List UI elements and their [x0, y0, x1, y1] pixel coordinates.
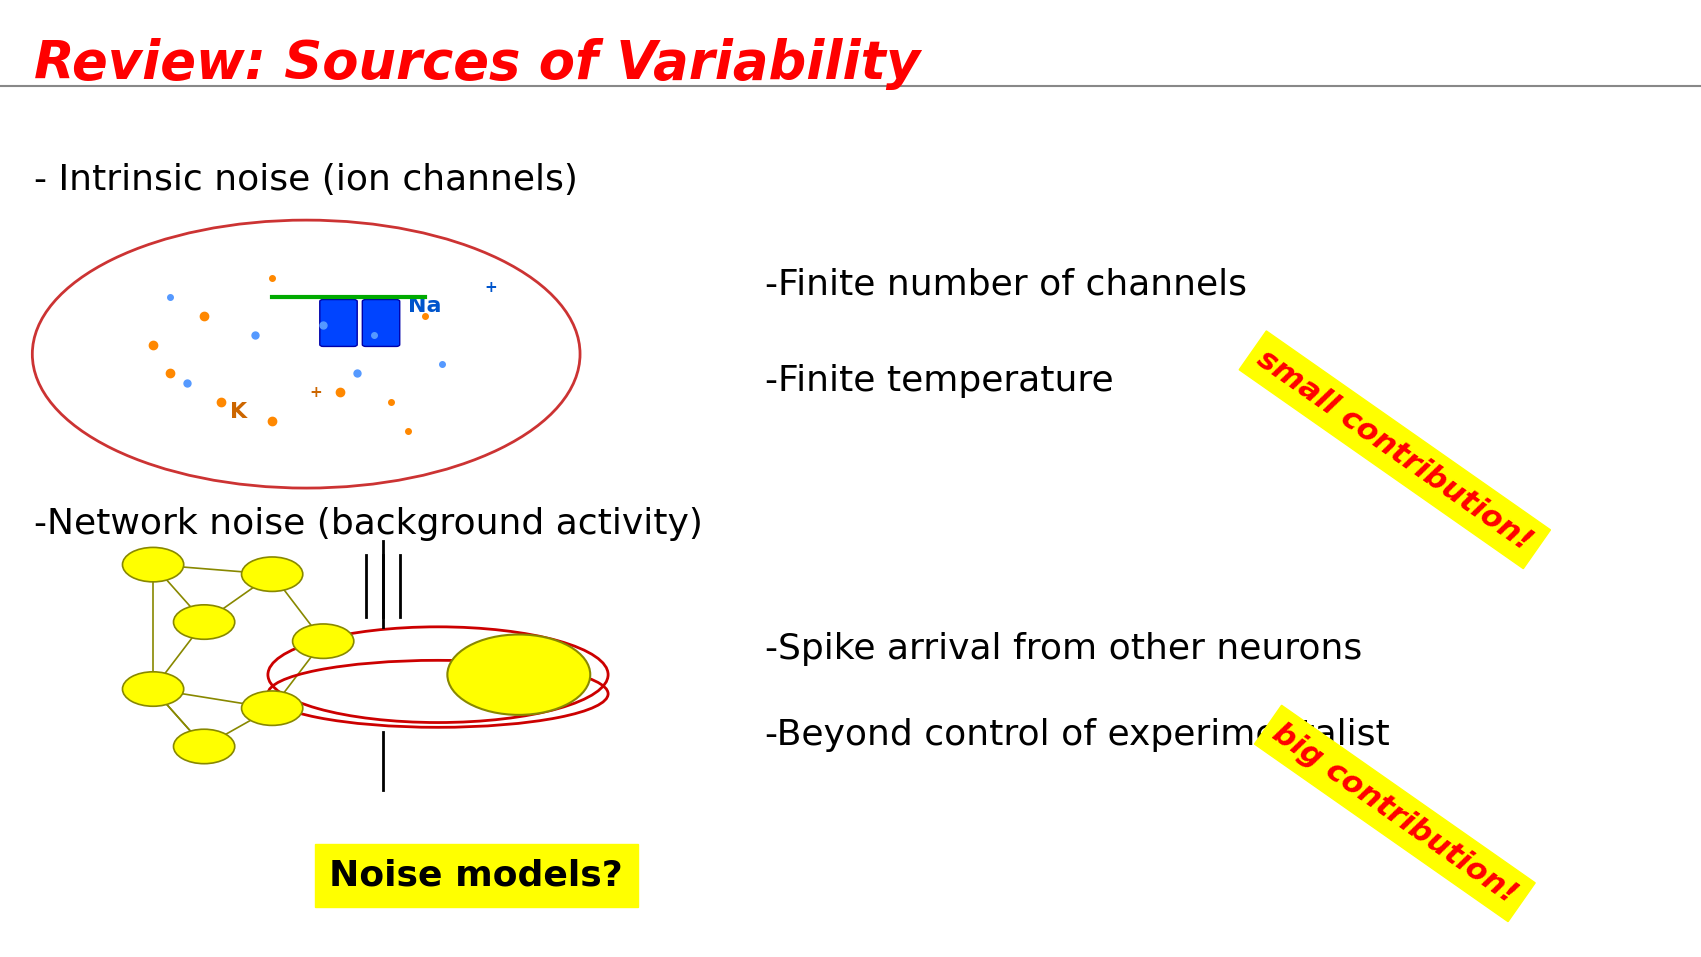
FancyBboxPatch shape [320, 300, 357, 346]
Circle shape [174, 729, 235, 764]
Circle shape [122, 547, 184, 582]
Text: -Network noise (background activity): -Network noise (background activity) [34, 507, 703, 542]
FancyBboxPatch shape [362, 300, 400, 346]
Text: +: + [485, 279, 497, 295]
Text: Noise models?: Noise models? [330, 858, 623, 893]
Text: Na: Na [408, 297, 442, 316]
Text: -Finite temperature: -Finite temperature [765, 364, 1114, 398]
Text: +: + [310, 385, 321, 400]
Text: -Spike arrival from other neurons: -Spike arrival from other neurons [765, 632, 1363, 666]
Circle shape [447, 634, 590, 715]
Text: -Beyond control of experimentalist: -Beyond control of experimentalist [765, 718, 1390, 752]
Text: K: K [230, 402, 247, 421]
Circle shape [293, 624, 354, 658]
Text: -Finite number of channels: -Finite number of channels [765, 268, 1247, 302]
Text: big contribution!: big contribution! [1267, 718, 1522, 909]
Circle shape [174, 605, 235, 639]
Circle shape [122, 672, 184, 706]
Circle shape [242, 691, 303, 725]
Text: - Intrinsic noise (ion channels): - Intrinsic noise (ion channels) [34, 163, 578, 197]
Text: Review: Sources of Variability: Review: Sources of Variability [34, 38, 920, 90]
Circle shape [242, 557, 303, 591]
Text: small contribution!: small contribution! [1252, 344, 1538, 556]
